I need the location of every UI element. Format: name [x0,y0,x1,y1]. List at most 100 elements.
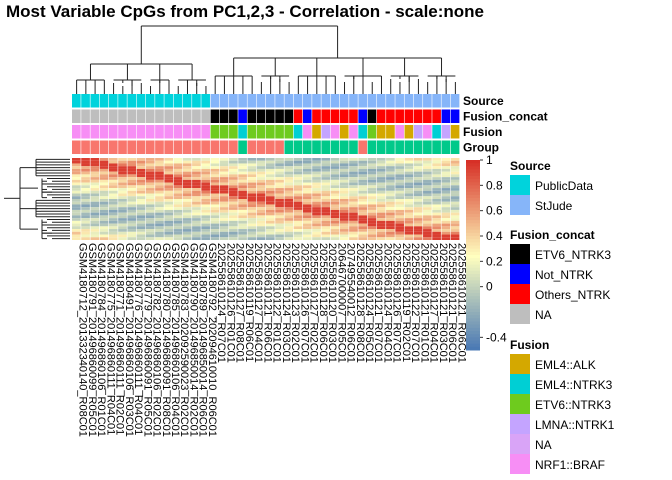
column-label: GSM4180792_202094610010_R06C01 [206,243,218,437]
heatmap-cell [302,190,312,194]
heatmap-cell [99,185,109,189]
heatmap-cell [358,188,368,191]
heatmap-cell [441,234,451,238]
heatmap-cell [90,201,100,205]
heatmap-cell [72,168,81,172]
heatmap-cell [404,196,414,199]
heatmap-cell [450,163,460,167]
heatmap-cell [136,220,146,224]
heatmap-cell [349,215,358,219]
heatmap-cell [339,229,349,232]
heatmap-cell [423,231,432,235]
heatmap-cell [256,160,266,164]
heatmap-cell [376,229,386,232]
heatmap-cell [201,193,210,197]
annotation-cell [404,94,414,108]
heatmap-cell [173,160,183,164]
heatmap-cell [284,199,294,202]
heatmap-cell [192,179,201,183]
annotation-cell [284,125,294,139]
heatmap-cell [404,220,414,224]
legend-label: LMNA::NTRK1 [535,418,615,432]
heatmap-cell [266,199,275,202]
heatmap-cell [145,204,155,208]
annotation-cell [413,125,423,139]
annotation-cell [266,94,275,108]
heatmap-cell [99,199,109,202]
heatmap-cell [330,174,340,178]
annotation-cell [219,109,229,123]
heatmap-cell [358,215,368,219]
heatmap-cell [201,231,210,235]
heatmap-cell [349,190,358,194]
column-label: 202558610120_R03C01 [326,243,338,363]
heatmap-cell [247,177,257,180]
heatmap-cell [155,204,164,208]
heatmap-cell [145,196,155,199]
annotation-cell [321,94,331,108]
heatmap-cell [330,229,340,232]
heatmap-cell [136,231,146,235]
heatmap-cell [404,231,414,235]
heatmap-cell [395,182,404,186]
heatmap-cell [99,177,109,180]
heatmap-cell [302,201,312,205]
heatmap-cell [118,188,127,191]
heatmap-cell [256,226,266,230]
heatmap-cell [145,201,155,205]
heatmap-cell [136,234,146,238]
heatmap-cell [367,179,377,183]
heatmap-cell [293,229,303,232]
heatmap-cell [312,204,321,208]
heatmap-cell [302,220,312,224]
colorbar-segment [466,293,480,297]
heatmap-cell [330,190,340,194]
heatmap-cell [229,188,238,191]
heatmap-cell [81,193,90,197]
heatmap-cell [376,234,386,238]
heatmap-cell [247,188,257,191]
heatmap-cell [330,237,340,240]
heatmap-cell [284,220,294,224]
heatmap-cell [376,190,386,194]
heatmap-cell [256,204,266,208]
heatmap-cell [441,207,451,210]
heatmap-cell [386,231,395,235]
heatmap-cell [201,199,210,202]
heatmap-cell [136,190,146,194]
heatmap-cell [145,174,155,178]
annotation-cell [192,109,201,123]
heatmap-cell [284,190,294,194]
annotation-cell [312,109,321,123]
annotation-cell [386,125,395,139]
annotation-cell [441,109,451,123]
heatmap-cell [173,188,183,191]
heatmap-cell [155,231,164,235]
heatmap-cell [145,226,155,230]
heatmap-cell [432,234,441,238]
heatmap-cell [219,193,229,197]
heatmap-cell [155,234,164,238]
colorbar-segment [466,312,480,316]
colorbar-tick-label: 0.4 [486,229,503,243]
heatmap-cell [164,204,174,208]
heatmap-cell [284,179,294,183]
colorbar-segment [466,194,480,199]
annotation-cell [81,140,90,154]
annotation-cell [349,94,358,108]
colorbar-segment [466,226,480,231]
heatmap-cell [413,223,423,227]
heatmap-cell [302,199,312,202]
annotation-cell [432,125,441,139]
heatmap-cell [330,204,340,208]
heatmap-cell [423,179,432,183]
legend-swatch [510,434,530,454]
heatmap-cell [367,171,377,175]
heatmap-cell [173,190,183,194]
heatmap-cell [229,160,238,164]
heatmap-cell [173,234,183,238]
heatmap-cell [118,166,127,169]
annotation-cell [81,109,90,123]
annotation-cell [302,109,312,123]
